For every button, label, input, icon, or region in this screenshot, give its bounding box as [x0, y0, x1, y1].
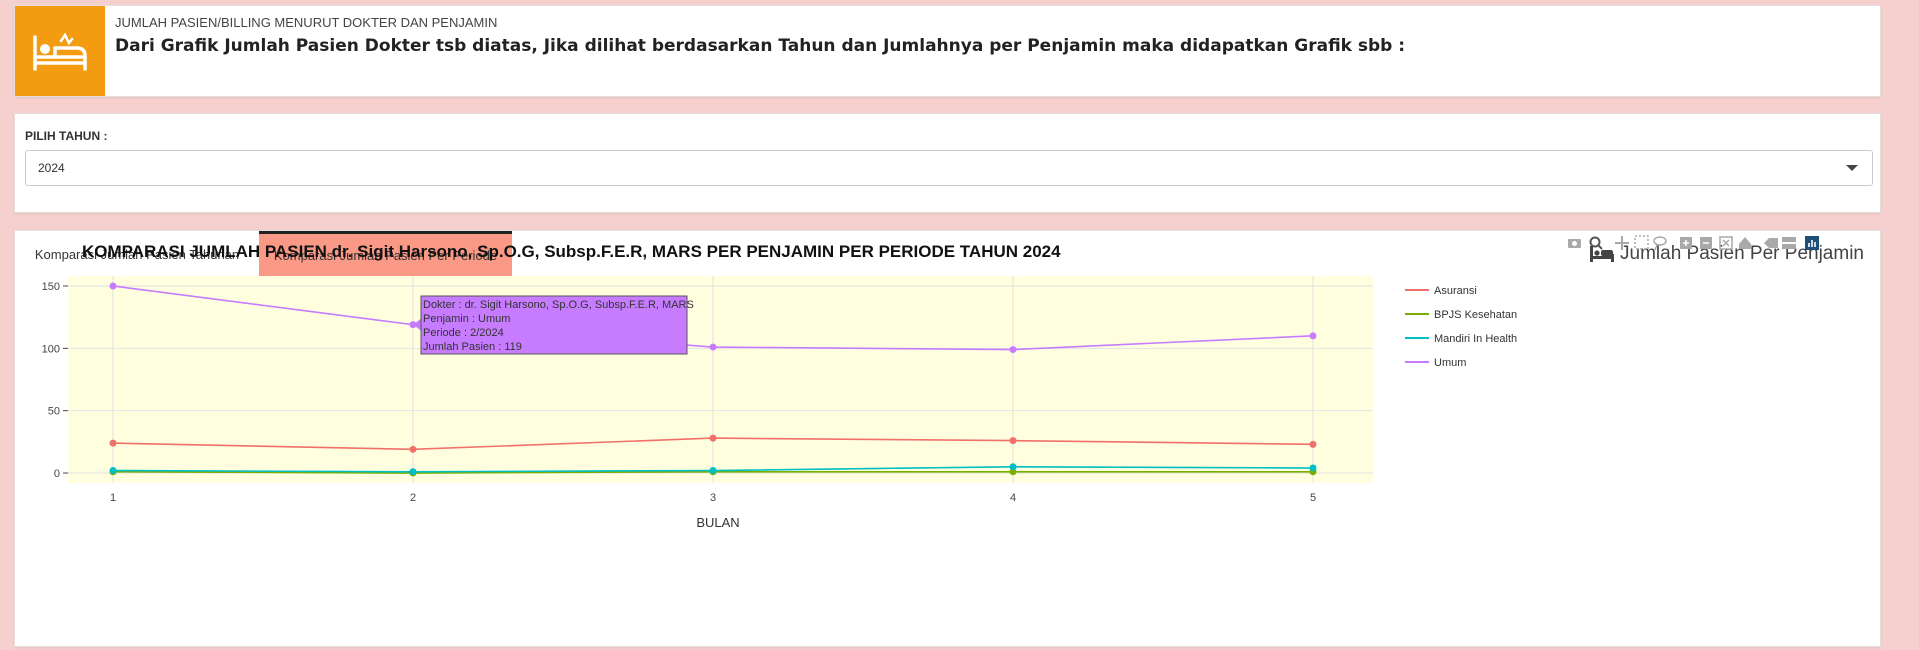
legend: Asuransi BPJS Kesehatan Mandiri In Health U… [1405, 285, 1517, 369]
chart-title: KOMPARASI JUMLAH PASIEN dr. Sigit Harson… [82, 242, 1061, 261]
bed-icon [33, 32, 87, 71]
box-select-icon[interactable] [1634, 235, 1649, 250]
legend-item[interactable]: Umum [1434, 357, 1466, 369]
x-tick-label: 4 [1010, 492, 1016, 504]
info-subtitle: JUMLAH PASIEN/BILLING MENURUT DOKTER DAN… [115, 15, 498, 30]
data-point[interactable] [1009, 346, 1017, 354]
camera-icon[interactable] [1568, 239, 1581, 248]
pan-icon[interactable] [1615, 236, 1629, 250]
y-tick-label: 0 [54, 468, 60, 480]
data-point[interactable] [409, 468, 417, 476]
data-point[interactable] [709, 343, 717, 351]
tab-komparasi-tahunan[interactable]: Komparasi Jumlah Pasien Tahunan [34, 246, 240, 262]
compare-hover-icon[interactable] [1782, 237, 1796, 249]
plotly-logo-icon[interactable] [1805, 236, 1819, 250]
x-tick-label: 5 [1310, 492, 1316, 504]
tab-komparasi-per-periode[interactable]: Komparasi Jumlah Pasien Per Periode [259, 231, 512, 277]
data-point[interactable] [709, 467, 717, 475]
data-point[interactable] [409, 445, 417, 453]
legend-item[interactable]: Mandiri In Health [1434, 333, 1517, 345]
hover-tooltip: Dokter : dr. Sigit Harsono, Sp.O.G, Subs… [413, 295, 694, 355]
tooltip-box [420, 295, 688, 355]
plot-background [68, 276, 1373, 483]
data-point[interactable] [109, 467, 117, 475]
data-point[interactable] [1009, 437, 1017, 445]
data-point[interactable] [1009, 468, 1017, 476]
legend-item[interactable]: BPJS Kesehatan [1434, 309, 1517, 321]
data-point[interactable] [1309, 332, 1317, 340]
data-point[interactable] [1309, 464, 1317, 472]
bed-icon [1590, 246, 1615, 262]
data-point[interactable] [709, 434, 717, 442]
tooltip-line: Penjamin : Umum [423, 313, 510, 325]
spike-lines-icon[interactable] [1764, 238, 1778, 248]
tooltip-line: Periode : 2/2024 [423, 327, 504, 339]
zoom-icon[interactable] [1589, 236, 1603, 250]
info-text: Dari Grafik Jumlah Pasien Dokter tsb dia… [115, 36, 1406, 56]
data-point[interactable] [1009, 463, 1017, 471]
y-tick-label: 150 [42, 281, 60, 293]
chevron-down-icon[interactable] [1846, 165, 1858, 171]
zoom-in-icon[interactable] [1680, 237, 1692, 249]
year-select-value: 2024 [38, 161, 65, 175]
year-select[interactable]: 2024 [25, 150, 1873, 186]
tooltip-line: Jumlah Pasien : 119 [423, 341, 522, 353]
tooltip-line: Dokter : dr. Sigit Harsono, Sp.O.G, Subs… [423, 299, 694, 311]
chart-panel: Komparasi Jumlah Pasien Tahunan Komparas… [14, 230, 1881, 647]
x-tick-label: 3 [710, 492, 716, 504]
autoscale-icon[interactable] [1719, 236, 1733, 250]
data-point[interactable] [109, 439, 117, 447]
x-axis-label: BULAN [696, 515, 739, 530]
chart-toolbar [1568, 235, 1819, 251]
year-picker-box: PILIH TAHUN : 2024 [14, 113, 1881, 213]
legend-item[interactable]: Asuransi [1434, 285, 1477, 297]
home-icon[interactable] [1739, 237, 1751, 249]
tooltip-pointer [413, 318, 421, 331]
y-tick-label: 100 [42, 343, 60, 355]
lasso-select-icon[interactable] [1653, 236, 1667, 251]
data-point[interactable] [109, 282, 117, 290]
data-point[interactable] [409, 321, 417, 329]
y-tick-label: 50 [48, 406, 60, 418]
x-tick-label: 1 [110, 492, 116, 504]
data-point[interactable] [1309, 440, 1317, 448]
chart: KOMPARASI JUMLAH PASIEN dr. Sigit Harson… [42, 235, 1819, 530]
zoom-out-icon[interactable] [1700, 237, 1712, 249]
info-box: JUMLAH PASIEN/BILLING MENURUT DOKTER DAN… [14, 5, 1881, 97]
x-tick-label: 2 [410, 492, 416, 504]
year-picker-label: PILIH TAHUN : [25, 129, 108, 143]
info-icon-box [15, 6, 105, 96]
